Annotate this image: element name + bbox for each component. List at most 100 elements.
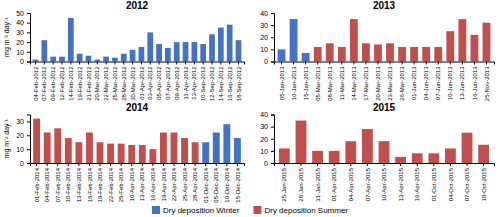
y-tick: 30 [16, 118, 30, 125]
x-tick-label: 05-Mar-2013 [315, 66, 321, 101]
x-tick-line [88, 62, 89, 65]
bar [478, 145, 489, 163]
figure: 0102030405004-Feb-201207-Feb-201209-Feb-… [0, 0, 500, 217]
x-tick: 04-Jun-2013 [423, 62, 429, 101]
x-tick-line [78, 163, 79, 166]
x-tick: 16-Apr-2015 [414, 163, 420, 201]
x-tick-label: 04-Apr-2015 [348, 167, 354, 201]
y-tick-line [271, 163, 274, 164]
x-tick-label: 04-Feb-2012 [33, 66, 39, 101]
bar [128, 145, 135, 163]
bar [41, 40, 47, 61]
x-tick-line [450, 62, 451, 65]
y-tick-line [271, 37, 274, 38]
panel: 0102030405004-Feb-201207-Feb-201209-Feb-… [16, 10, 244, 101]
y-tick-line [271, 62, 274, 63]
x-tick-label: 28-Mar-2012 [121, 66, 127, 101]
y-tick-label: 30 [16, 118, 24, 125]
x-tick: 13-Apr-2015 [398, 163, 404, 201]
x-tick-line [426, 62, 427, 65]
x-tick-line [483, 163, 484, 166]
x-tick: 25-Apr-2014 [182, 163, 188, 201]
x-tick-label: 03-Apr-2012 [147, 66, 153, 100]
bar [395, 157, 406, 163]
y-tick-label: 20 [260, 34, 268, 41]
bar [422, 47, 430, 62]
x-tick-line [467, 163, 468, 166]
x-tick-label: 16-Feb-2014 [87, 167, 93, 202]
y-tick-line [27, 121, 30, 122]
x-tick-label: 14-Sep-2012 [218, 66, 224, 101]
x-tick-line [365, 62, 366, 65]
x-tick-line [317, 62, 318, 65]
bar [107, 144, 114, 163]
y-tick: 40 [260, 10, 274, 17]
bar [227, 25, 233, 62]
x-tick-label: 11-Mar-2013 [339, 66, 345, 101]
legend-label: Dry deposition Winter [163, 206, 240, 215]
bar [483, 23, 491, 62]
x-tick: 18-Sep-2012 [236, 62, 242, 102]
x-tick-label: 25-Feb-2014 [118, 167, 124, 202]
x-tick-line [281, 62, 282, 65]
x-tick-line [70, 62, 71, 65]
y-tick: 50 [16, 10, 30, 17]
legend-item: Dry deposition Winter [152, 206, 240, 215]
y-tick: 0 [264, 58, 274, 65]
x-tick-label: 01-Jun-2013 [411, 66, 417, 100]
x-tick: 10-Apr-2014 [129, 163, 135, 201]
bar [296, 121, 307, 163]
x-tick-label: 05-Apr-2012 [156, 66, 162, 100]
bar [181, 138, 188, 163]
x-tick: 01-Apr-2012 [139, 62, 145, 100]
bar [118, 144, 125, 163]
y-tick: 0 [20, 58, 30, 65]
y-tick-label: 0 [20, 58, 24, 65]
x-tick: 16-Jun-2013 [472, 62, 478, 101]
panel: 01020304005-Jan-201310-Jan-201315-Jan-20… [260, 10, 494, 101]
x-tick-line [220, 62, 221, 65]
x-tick-line [433, 163, 434, 166]
y-tick: 30 [260, 22, 274, 29]
x-tick-line [100, 163, 101, 166]
x-tick-label: 19-Feb-2012 [77, 66, 83, 101]
x-tick-label: 01-Apr-2015 [331, 167, 337, 201]
x-tick: 25-Feb-2014 [118, 163, 124, 202]
y-tick-label: 40 [260, 10, 268, 17]
bar [130, 50, 136, 62]
x-tick: 25-Jan-2015 [281, 163, 287, 202]
x-tick-line [121, 163, 122, 166]
x-tick-line [35, 62, 36, 65]
x-tick-line [350, 163, 351, 166]
x-tick-label: 16-Apr-2015 [414, 167, 420, 201]
x-tick-label: 16-Sep-2012 [227, 66, 233, 101]
x-tick-line [114, 62, 115, 65]
bar [65, 138, 72, 163]
y-tick: 10 [16, 49, 30, 56]
x-tick: 30-Mar-2012 [130, 62, 136, 101]
x-tick: 04-Apr-2015 [348, 163, 354, 201]
x-tick-line [341, 62, 342, 65]
x-tick-label: 13-Apr-2015 [398, 167, 404, 201]
x-tick: 16-Apr-2014 [150, 163, 156, 201]
title: 2014 [126, 102, 149, 113]
x-tick-line [417, 163, 418, 166]
x-tick-label: 07-Feb-2012 [41, 66, 47, 101]
x-tick: 05-Apr-2012 [156, 62, 162, 100]
y-tick-label: 10 [16, 49, 24, 56]
y-tick-line [271, 127, 274, 128]
x-tick: 22-Apr-2014 [171, 163, 177, 201]
bar [192, 142, 199, 163]
x-tick: 04-Oct-2015 [448, 163, 454, 201]
bars [33, 18, 242, 62]
x-tick-line [185, 62, 186, 65]
x-tick: 15-Jan-2013 [303, 62, 309, 101]
x-tick: 28-Mar-2012 [121, 62, 127, 101]
y-tick-label: 30 [260, 22, 268, 29]
x-tick: 26-Mar-2013 [399, 62, 405, 101]
y-tick-line [27, 42, 30, 43]
x-tick-line [203, 62, 204, 65]
x-tick-label: 14-Feb-2012 [68, 66, 74, 101]
bars [278, 19, 491, 61]
bar [362, 129, 373, 163]
